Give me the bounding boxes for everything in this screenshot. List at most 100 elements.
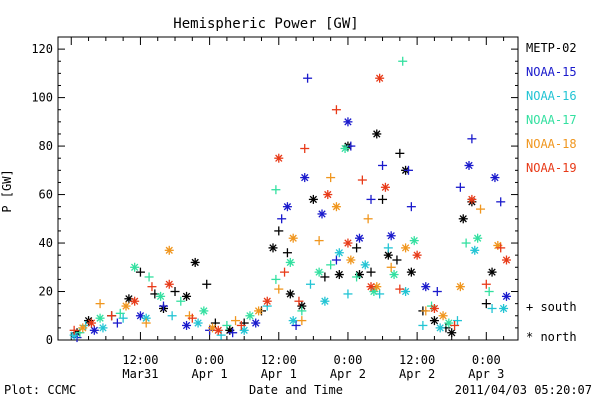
south-point-marker	[274, 226, 284, 236]
marker-legend-south: + south	[526, 300, 577, 314]
marker-stroke	[142, 314, 150, 322]
marker-stroke	[341, 144, 349, 153]
north-point-marker	[239, 325, 249, 335]
north-point-marker	[95, 313, 105, 323]
north-point-marker	[323, 190, 333, 200]
north-point-marker	[164, 279, 174, 289]
south-point-marker	[406, 202, 416, 212]
north-point-marker	[458, 214, 468, 224]
north-point-marker	[421, 282, 431, 292]
south-point-marker	[496, 197, 506, 207]
marker-stroke	[436, 324, 444, 332]
north-point-marker	[314, 267, 324, 277]
north-point-marker	[401, 243, 411, 253]
y-axis-label: P [GW]	[0, 169, 14, 212]
north-point-marker	[282, 202, 292, 212]
north-point-marker	[254, 306, 264, 316]
north-point-marker	[372, 129, 382, 139]
marker-stroke	[375, 74, 384, 82]
marker-stroke	[289, 316, 297, 325]
marker-stroke	[373, 130, 381, 138]
marker-stroke	[283, 203, 292, 211]
marker-stroke	[324, 190, 332, 199]
south-point-marker	[352, 272, 362, 282]
marker-stroke	[165, 246, 173, 254]
marker-stroke	[275, 154, 283, 162]
north-point-marker	[501, 255, 511, 265]
south-point-marker	[144, 272, 154, 282]
marker-stroke	[182, 292, 191, 301]
chart-title: Hemispheric Power [GW]	[173, 16, 358, 32]
marker-stroke	[99, 324, 107, 332]
south-point-marker	[297, 306, 307, 316]
legend-item-metp-02: METP-02	[526, 41, 577, 55]
marker-stroke	[90, 326, 98, 334]
north-point-marker	[386, 231, 396, 241]
north-point-marker	[470, 245, 480, 255]
south-point-marker	[421, 306, 431, 316]
south-point-marker	[271, 185, 281, 195]
north-point-marker	[429, 303, 439, 313]
x-axis-label: Date and Time	[249, 383, 343, 397]
north-point-marker	[401, 287, 411, 297]
legend-item-noaa-18: NOAA-18	[526, 137, 577, 151]
marker-stroke	[263, 297, 271, 305]
north-point-marker	[340, 144, 350, 154]
south-point-marker	[158, 301, 168, 311]
marker-stroke	[165, 280, 173, 288]
north-point-marker	[98, 323, 108, 333]
north-point-marker	[213, 325, 223, 335]
south-point-marker	[383, 243, 393, 253]
marker-legend-north: * north	[526, 330, 577, 344]
marker-stroke	[471, 246, 479, 254]
marker-stroke	[465, 161, 473, 170]
marker-stroke	[387, 232, 395, 240]
south-point-marker	[481, 279, 491, 289]
north-point-marker	[193, 318, 203, 328]
north-point-marker	[156, 291, 166, 301]
north-point-marker	[89, 325, 99, 335]
north-point-marker	[346, 255, 356, 265]
south-point-marker	[476, 204, 486, 214]
marker-stroke	[413, 251, 421, 259]
south-point-marker	[331, 105, 341, 115]
south-point-marker	[314, 236, 324, 246]
north-point-marker	[262, 296, 272, 306]
marker-stroke	[200, 307, 208, 315]
marker-stroke	[459, 215, 467, 223]
south-point-marker	[280, 267, 290, 277]
north-point-marker	[360, 260, 370, 270]
north-point-marker	[130, 262, 140, 272]
south-point-marker	[481, 299, 491, 309]
marker-stroke	[445, 319, 453, 327]
marker-stroke	[208, 324, 217, 332]
marker-stroke	[370, 287, 378, 296]
south-point-marker	[398, 56, 408, 66]
south-point-marker	[343, 289, 353, 299]
marker-stroke	[122, 302, 130, 310]
north-point-marker	[182, 291, 192, 301]
timestamp: 2011/04/03 05:20:07	[455, 383, 592, 397]
south-point-marker	[452, 316, 462, 326]
y-tick-label: 80	[39, 139, 53, 153]
north-point-marker	[130, 296, 140, 306]
north-point-marker	[164, 245, 174, 255]
north-point-marker	[455, 282, 465, 292]
south-point-marker	[363, 214, 373, 224]
north-point-marker	[300, 173, 310, 183]
south-point-marker	[147, 282, 157, 292]
marker-stroke	[401, 287, 410, 296]
marker-stroke	[96, 314, 104, 322]
north-point-marker	[331, 202, 341, 212]
north-point-marker	[501, 291, 511, 301]
north-point-marker	[383, 250, 393, 260]
south-point-marker	[386, 262, 396, 272]
north-point-marker	[285, 289, 295, 299]
marker-stroke	[286, 290, 294, 298]
y-tick-label: 60	[39, 188, 53, 202]
north-point-marker	[490, 173, 500, 183]
south-point-marker	[403, 165, 413, 175]
data-points	[69, 56, 511, 343]
